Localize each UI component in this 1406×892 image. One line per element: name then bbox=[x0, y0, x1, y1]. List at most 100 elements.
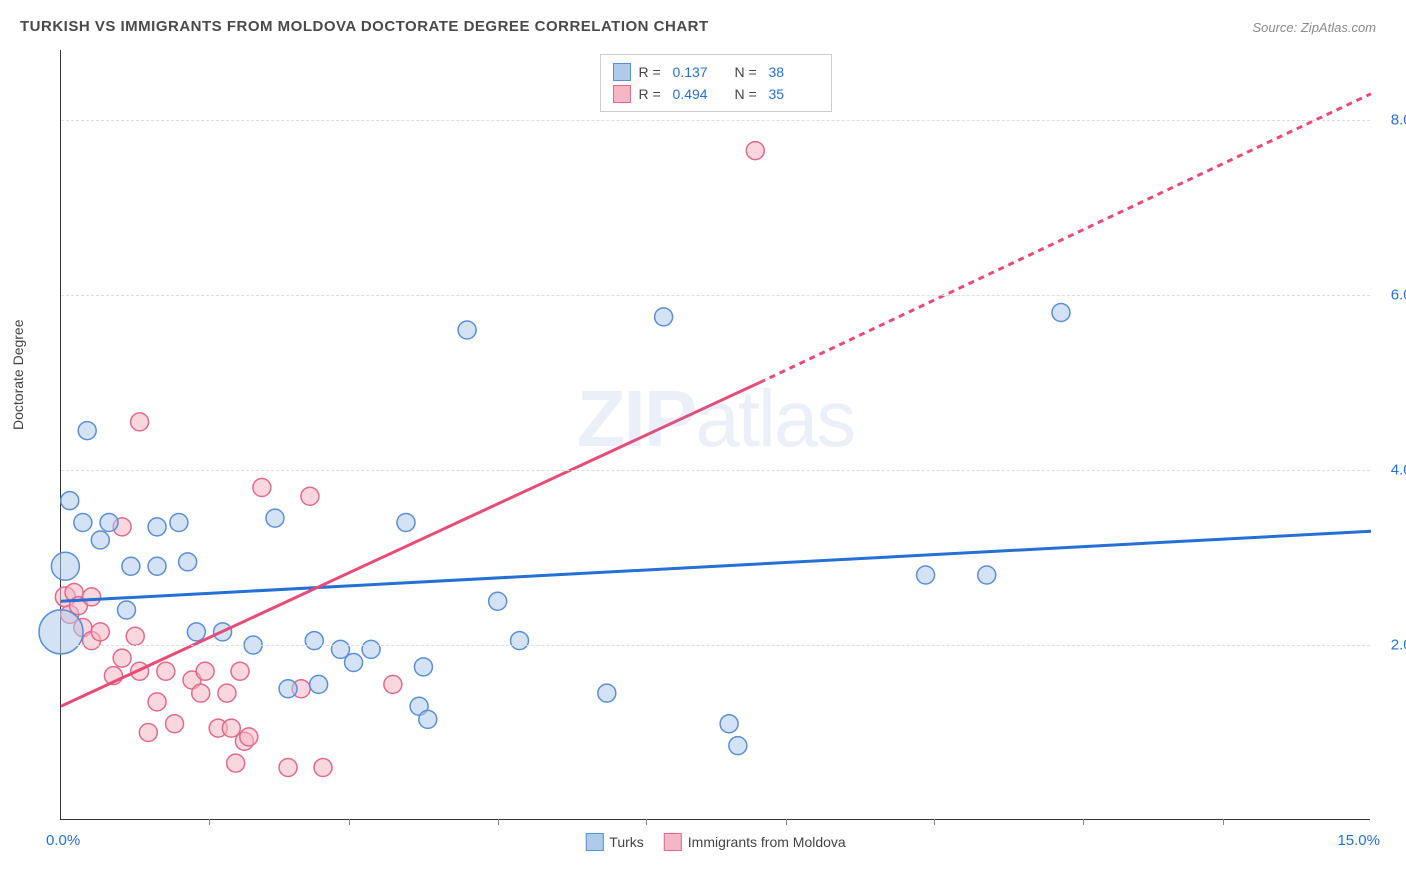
y-tick-label: 4.0% bbox=[1391, 462, 1406, 479]
trend-line bbox=[61, 383, 760, 707]
data-point bbox=[61, 492, 79, 510]
data-point bbox=[720, 715, 738, 733]
gridline bbox=[61, 120, 1370, 121]
data-point bbox=[139, 724, 157, 742]
stats-legend-row: R = 0.137 N = 38 bbox=[612, 61, 818, 83]
data-point bbox=[83, 588, 101, 606]
data-point bbox=[113, 649, 131, 667]
data-point bbox=[1052, 304, 1070, 322]
r-value: 0.494 bbox=[673, 86, 723, 102]
data-point bbox=[397, 514, 415, 532]
gridline bbox=[61, 470, 1370, 471]
x-tick-mark bbox=[1083, 819, 1084, 825]
data-point bbox=[227, 754, 245, 772]
source-attribution: Source: ZipAtlas.com bbox=[1252, 20, 1376, 35]
data-point bbox=[511, 632, 529, 650]
data-point bbox=[100, 514, 118, 532]
data-point bbox=[192, 684, 210, 702]
trend-line bbox=[61, 531, 1371, 601]
x-tick-mark bbox=[786, 819, 787, 825]
data-point bbox=[917, 566, 935, 584]
legend-item: Immigrants from Moldova bbox=[664, 833, 846, 851]
data-point bbox=[362, 640, 380, 658]
data-point bbox=[253, 479, 271, 497]
n-value: 38 bbox=[769, 64, 819, 80]
y-axis-label: Doctorate Degree bbox=[10, 319, 26, 430]
data-point bbox=[279, 680, 297, 698]
data-point bbox=[240, 728, 258, 746]
data-point bbox=[148, 518, 166, 536]
data-point bbox=[148, 693, 166, 711]
legend-swatch bbox=[612, 63, 630, 81]
data-point bbox=[314, 759, 332, 777]
legend-item: Turks bbox=[585, 833, 643, 851]
data-point bbox=[231, 662, 249, 680]
data-point bbox=[301, 487, 319, 505]
data-point bbox=[345, 654, 363, 672]
plot-area: ZIPatlas R = 0.137 N = 38R = 0.494 N = 3… bbox=[60, 50, 1370, 820]
data-point bbox=[419, 710, 437, 728]
legend-label: Turks bbox=[609, 834, 643, 850]
data-point bbox=[122, 557, 140, 575]
data-point bbox=[51, 552, 79, 580]
data-point bbox=[655, 308, 673, 326]
x-tick-mark bbox=[646, 819, 647, 825]
data-point bbox=[218, 684, 236, 702]
x-tick-mark bbox=[498, 819, 499, 825]
x-tick-mark bbox=[349, 819, 350, 825]
data-point bbox=[266, 509, 284, 527]
data-point bbox=[279, 759, 297, 777]
data-point bbox=[148, 557, 166, 575]
stats-legend: R = 0.137 N = 38R = 0.494 N = 35 bbox=[599, 54, 831, 112]
n-value: 35 bbox=[769, 86, 819, 102]
y-tick-label: 8.0% bbox=[1391, 112, 1406, 129]
r-value: 0.137 bbox=[673, 64, 723, 80]
gridline bbox=[61, 645, 1370, 646]
x-axis-max-label: 15.0% bbox=[1337, 832, 1380, 849]
data-point bbox=[118, 601, 136, 619]
data-point bbox=[131, 413, 149, 431]
data-point bbox=[39, 610, 83, 654]
data-point bbox=[187, 623, 205, 641]
data-point bbox=[384, 675, 402, 693]
data-point bbox=[78, 422, 96, 440]
series-legend: Turks Immigrants from Moldova bbox=[585, 833, 845, 851]
data-point bbox=[179, 553, 197, 571]
legend-swatch bbox=[664, 833, 682, 851]
scatter-svg bbox=[61, 50, 1370, 819]
data-point bbox=[166, 715, 184, 733]
legend-swatch bbox=[612, 85, 630, 103]
legend-swatch bbox=[585, 833, 603, 851]
r-label: R = bbox=[638, 86, 664, 102]
data-point bbox=[978, 566, 996, 584]
gridline bbox=[61, 295, 1370, 296]
x-tick-mark bbox=[1223, 819, 1224, 825]
stats-legend-row: R = 0.494 N = 35 bbox=[612, 83, 818, 105]
data-point bbox=[126, 627, 144, 645]
data-point bbox=[74, 514, 92, 532]
data-point bbox=[305, 632, 323, 650]
chart-title: TURKISH VS IMMIGRANTS FROM MOLDOVA DOCTO… bbox=[20, 18, 709, 35]
data-point bbox=[91, 623, 109, 641]
data-point bbox=[157, 662, 175, 680]
data-point bbox=[170, 514, 188, 532]
y-tick-label: 2.0% bbox=[1391, 637, 1406, 654]
data-point bbox=[414, 658, 432, 676]
data-point bbox=[729, 737, 747, 755]
data-point bbox=[458, 321, 476, 339]
y-tick-label: 6.0% bbox=[1391, 287, 1406, 304]
data-point bbox=[196, 662, 214, 680]
r-label: R = bbox=[638, 64, 664, 80]
legend-label: Immigrants from Moldova bbox=[688, 834, 846, 850]
data-point bbox=[91, 531, 109, 549]
n-label: N = bbox=[731, 64, 761, 80]
data-point bbox=[746, 142, 764, 160]
trend-line-extrapolated bbox=[760, 94, 1371, 383]
x-tick-mark bbox=[934, 819, 935, 825]
data-point bbox=[489, 592, 507, 610]
x-axis-min-label: 0.0% bbox=[46, 832, 80, 849]
n-label: N = bbox=[731, 86, 761, 102]
x-tick-mark bbox=[209, 819, 210, 825]
data-point bbox=[598, 684, 616, 702]
data-point bbox=[310, 675, 328, 693]
